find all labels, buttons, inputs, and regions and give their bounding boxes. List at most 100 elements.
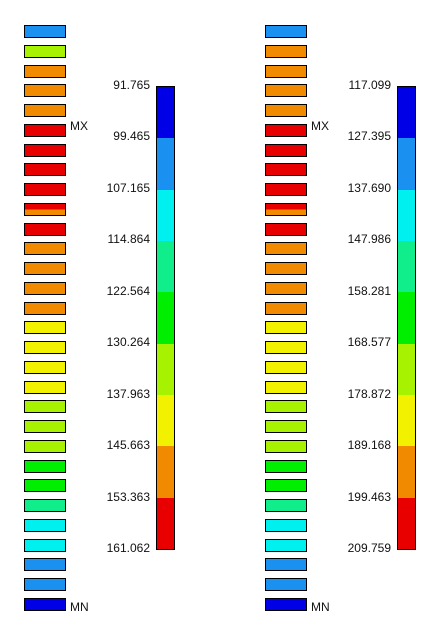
legend-tick: 137.690 — [347, 181, 391, 195]
mesh-element — [24, 460, 66, 473]
mesh-element — [265, 578, 307, 591]
min-marker: MN — [70, 600, 89, 614]
mesh-element — [24, 341, 66, 354]
mesh-element — [265, 519, 307, 532]
legend-tick: 117.099 — [348, 78, 392, 92]
mesh-element — [24, 302, 66, 315]
mesh-element — [24, 420, 66, 433]
legend-color-band — [398, 240, 415, 293]
mesh-element — [265, 282, 307, 295]
mesh-element — [265, 598, 307, 611]
mesh-element — [265, 262, 307, 275]
mesh-element — [265, 302, 307, 315]
legend-color-band — [398, 343, 415, 395]
legend-tick: 168.577 — [347, 335, 391, 349]
mesh-element — [265, 420, 307, 433]
mesh-element — [265, 84, 307, 97]
legend-tick: 107.165 — [106, 181, 150, 195]
legend-tick: 189.168 — [347, 438, 391, 452]
mesh-element — [24, 519, 66, 532]
mesh-element — [24, 163, 66, 176]
max-marker: MX — [311, 119, 329, 133]
mesh-element — [24, 262, 66, 275]
mesh-element — [265, 242, 307, 255]
mesh-element — [265, 341, 307, 354]
mesh-element — [265, 440, 307, 453]
mesh-element — [265, 203, 307, 216]
mesh-element — [24, 361, 66, 374]
legend-color-band — [398, 87, 415, 139]
mesh-element — [265, 124, 307, 137]
mesh-element — [24, 578, 66, 591]
mesh-element — [24, 400, 66, 413]
mesh-element — [265, 479, 307, 492]
mesh-element — [24, 321, 66, 334]
legend-color-band — [157, 497, 174, 549]
legend-tick: 161.062 — [106, 541, 150, 555]
legend-color-band — [398, 189, 415, 241]
legend-tick: 122.564 — [106, 284, 150, 298]
mesh-element — [24, 183, 66, 196]
legend-tick: 209.759 — [347, 541, 391, 555]
mesh-element — [24, 45, 66, 58]
mesh-element — [265, 499, 307, 512]
mesh-element — [265, 321, 307, 334]
mesh-element — [265, 381, 307, 394]
mesh-element — [24, 598, 66, 611]
mesh-element — [24, 242, 66, 255]
legend-tick: 99.465 — [113, 129, 150, 143]
legend-color-band — [157, 240, 174, 293]
legend-color-band — [157, 446, 174, 498]
legend-color-band — [398, 138, 415, 190]
legend-color-band — [398, 497, 415, 549]
legend-color-band — [157, 87, 174, 139]
mesh-element — [24, 558, 66, 571]
legend-tick: 130.264 — [106, 335, 150, 349]
mesh-element — [24, 84, 66, 97]
mesh-element — [24, 381, 66, 394]
right-contour-panel: MX MN 117.099 127.395 137.690 147.986 15… — [241, 0, 438, 627]
legend-color-band — [398, 446, 415, 498]
legend-color-band — [398, 394, 415, 447]
mesh-element — [24, 124, 66, 137]
mesh-element — [265, 65, 307, 78]
mesh-element — [265, 223, 307, 236]
legend-tick: 137.963 — [106, 387, 150, 401]
max-marker: MX — [70, 119, 88, 133]
legend-tick: 127.395 — [347, 129, 391, 143]
legend-tick: 91.765 — [113, 78, 150, 92]
legend-tick: 158.281 — [347, 284, 391, 298]
mesh-element — [265, 558, 307, 571]
mesh-element — [24, 539, 66, 552]
mesh-element — [265, 539, 307, 552]
mesh-element — [24, 25, 66, 38]
legend-tick: 178.872 — [347, 387, 391, 401]
mesh-element — [24, 282, 66, 295]
legend-color-band — [398, 292, 415, 344]
left-contour-panel: MX MN 91.765 99.465 107.165 114.864 122.… — [24, 25, 175, 614]
mesh-element — [265, 361, 307, 374]
mesh-element — [24, 479, 66, 492]
legend-color-band — [157, 138, 174, 190]
color-legend-bar — [156, 86, 175, 550]
mesh-element — [24, 203, 66, 216]
min-marker: MN — [311, 600, 330, 614]
color-legend-bar — [397, 86, 416, 550]
legend-color-band — [157, 343, 174, 395]
legend-tick: 145.663 — [106, 438, 150, 452]
mesh-element — [24, 65, 66, 78]
legend-tick: 199.463 — [347, 490, 391, 504]
legend-color-band — [157, 394, 174, 447]
mesh-element — [265, 104, 307, 117]
mesh-element — [265, 144, 307, 157]
mesh-element — [24, 223, 66, 236]
mesh-element — [265, 400, 307, 413]
mesh-element — [24, 144, 66, 157]
mesh-element — [265, 163, 307, 176]
mesh-element — [24, 440, 66, 453]
legend-tick: 114.864 — [107, 232, 151, 246]
mesh-element — [24, 104, 66, 117]
mesh-element — [265, 183, 307, 196]
legend-color-band — [157, 189, 174, 241]
mesh-element — [24, 499, 66, 512]
